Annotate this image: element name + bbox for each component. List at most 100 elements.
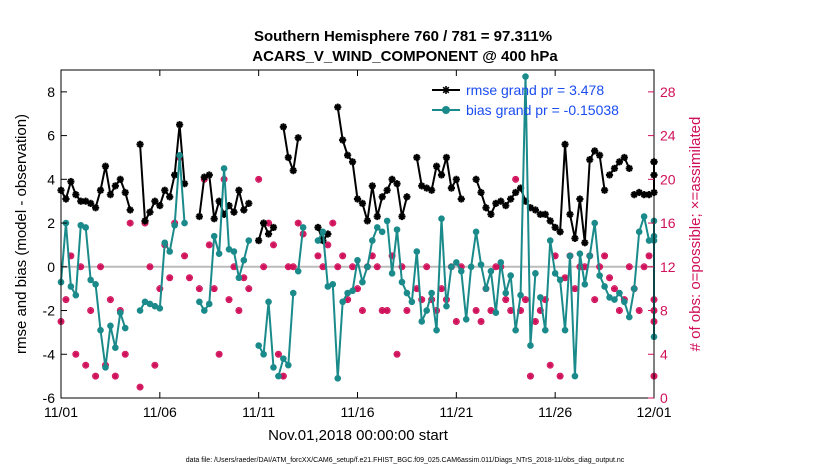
rmse-point xyxy=(91,204,100,212)
bias-point xyxy=(561,326,569,334)
rmse-point xyxy=(472,175,480,183)
bias-point xyxy=(546,237,554,244)
asterisk-stroke xyxy=(345,297,350,302)
legend-rmse-marker xyxy=(442,86,450,94)
obs-possible-circle xyxy=(591,296,599,304)
asterisk-stroke xyxy=(488,308,494,313)
obs-assimilated-cross xyxy=(508,308,514,314)
obs-assimilated-cross xyxy=(592,297,598,303)
asterisk-stroke xyxy=(266,220,271,226)
obs-possible-circle xyxy=(536,307,544,315)
obs-assimilated-cross xyxy=(320,264,326,270)
bias-point xyxy=(492,309,500,317)
bias-point xyxy=(240,256,248,264)
asterisk-stroke xyxy=(403,193,411,201)
obs-possible-circle xyxy=(418,296,426,304)
rmse-point xyxy=(353,195,362,203)
obs-count-point xyxy=(383,307,391,315)
asterisk-stroke xyxy=(226,297,232,302)
bias-point xyxy=(289,289,297,297)
bias-point xyxy=(171,221,178,229)
asterisk-stroke xyxy=(315,253,321,259)
obs-possible-circle xyxy=(606,274,614,282)
rmse-point xyxy=(284,153,292,162)
bias-point xyxy=(566,252,574,260)
obs-count-point xyxy=(215,350,223,358)
asterisk-stroke xyxy=(166,193,173,201)
obs-possible-circle xyxy=(269,241,277,249)
bias-point xyxy=(556,276,564,284)
rmse-line xyxy=(139,124,186,225)
obs-count-point xyxy=(136,383,144,391)
asterisk-stroke xyxy=(335,264,341,270)
bias-point xyxy=(369,237,376,244)
bias-point xyxy=(235,274,243,282)
asterisk-stroke xyxy=(413,154,421,161)
asterisk-stroke xyxy=(562,275,568,281)
obs-possible-circle xyxy=(403,307,411,315)
rmse-point xyxy=(269,223,278,232)
rmse-point xyxy=(314,223,322,232)
rmse-point xyxy=(581,239,589,247)
asterisk-stroke xyxy=(374,264,380,270)
rmse-point xyxy=(334,103,342,111)
obs-assimilated-cross xyxy=(63,297,69,303)
obs-assimilated-cross xyxy=(379,308,385,314)
asterisk-stroke xyxy=(438,171,445,179)
bias-point xyxy=(373,224,381,231)
obs-possible-circle xyxy=(225,296,233,304)
rmse-point xyxy=(195,212,203,221)
rmse-point xyxy=(116,175,124,183)
rmse-point xyxy=(566,210,574,218)
bias-point xyxy=(586,252,594,260)
asterisk-stroke xyxy=(78,264,84,270)
bias-point xyxy=(349,287,356,295)
obs-assimilated-cross xyxy=(355,286,360,292)
asterisk-stroke xyxy=(503,297,509,302)
bias-point xyxy=(245,237,253,244)
obs-count-point xyxy=(423,263,431,271)
y-tick-label: -2 xyxy=(43,303,56,319)
obs-possible-circle xyxy=(255,175,263,183)
bias-point xyxy=(428,289,435,297)
obs-assimilated-cross xyxy=(345,297,351,303)
obs-assimilated-cross xyxy=(562,275,568,281)
obs-assimilated-cross xyxy=(73,351,79,357)
asterisk-stroke xyxy=(265,230,272,238)
bias-point xyxy=(136,307,144,314)
bias-point xyxy=(467,263,475,271)
asterisk-stroke xyxy=(482,204,490,212)
obs-assimilated-cross xyxy=(641,264,647,270)
bias-point xyxy=(275,372,282,380)
bias-point xyxy=(344,289,351,297)
data-file-footer: data file: /Users/raeder/DAI/ATM_forcXX/… xyxy=(186,457,625,464)
asterisk-stroke xyxy=(72,191,80,198)
asterisk-stroke xyxy=(121,189,129,196)
rmse-point xyxy=(210,215,218,223)
asterisk-stroke xyxy=(556,228,564,236)
rmse-point xyxy=(437,171,446,179)
rmse-point xyxy=(146,208,154,216)
asterisk-stroke xyxy=(360,308,365,313)
rmse-point xyxy=(413,153,421,162)
bias-point xyxy=(260,350,267,358)
obs-possible-circle xyxy=(82,361,90,369)
asterisk-stroke xyxy=(607,275,612,281)
obs-possible-circle xyxy=(398,263,406,271)
asterisk-stroke xyxy=(127,220,133,226)
obs-count-point xyxy=(354,285,361,293)
asterisk-stroke xyxy=(215,197,223,205)
rmse-point xyxy=(166,193,174,201)
obs-count-point xyxy=(358,307,366,315)
asterisk-stroke xyxy=(176,121,183,128)
bias-point xyxy=(146,300,154,308)
asterisk-stroke xyxy=(294,134,302,142)
asterisk-stroke xyxy=(88,308,93,313)
asterisk-stroke xyxy=(107,191,114,198)
y-right-tick-label: 4 xyxy=(660,346,668,362)
obs-count-point xyxy=(492,263,500,271)
legend: rmse grand pr = 3.478 bias grand pr = -0… xyxy=(432,82,619,118)
obs-assimilated-cross xyxy=(270,242,276,248)
obs-count-point xyxy=(324,241,332,249)
obs-count-point xyxy=(556,372,564,380)
